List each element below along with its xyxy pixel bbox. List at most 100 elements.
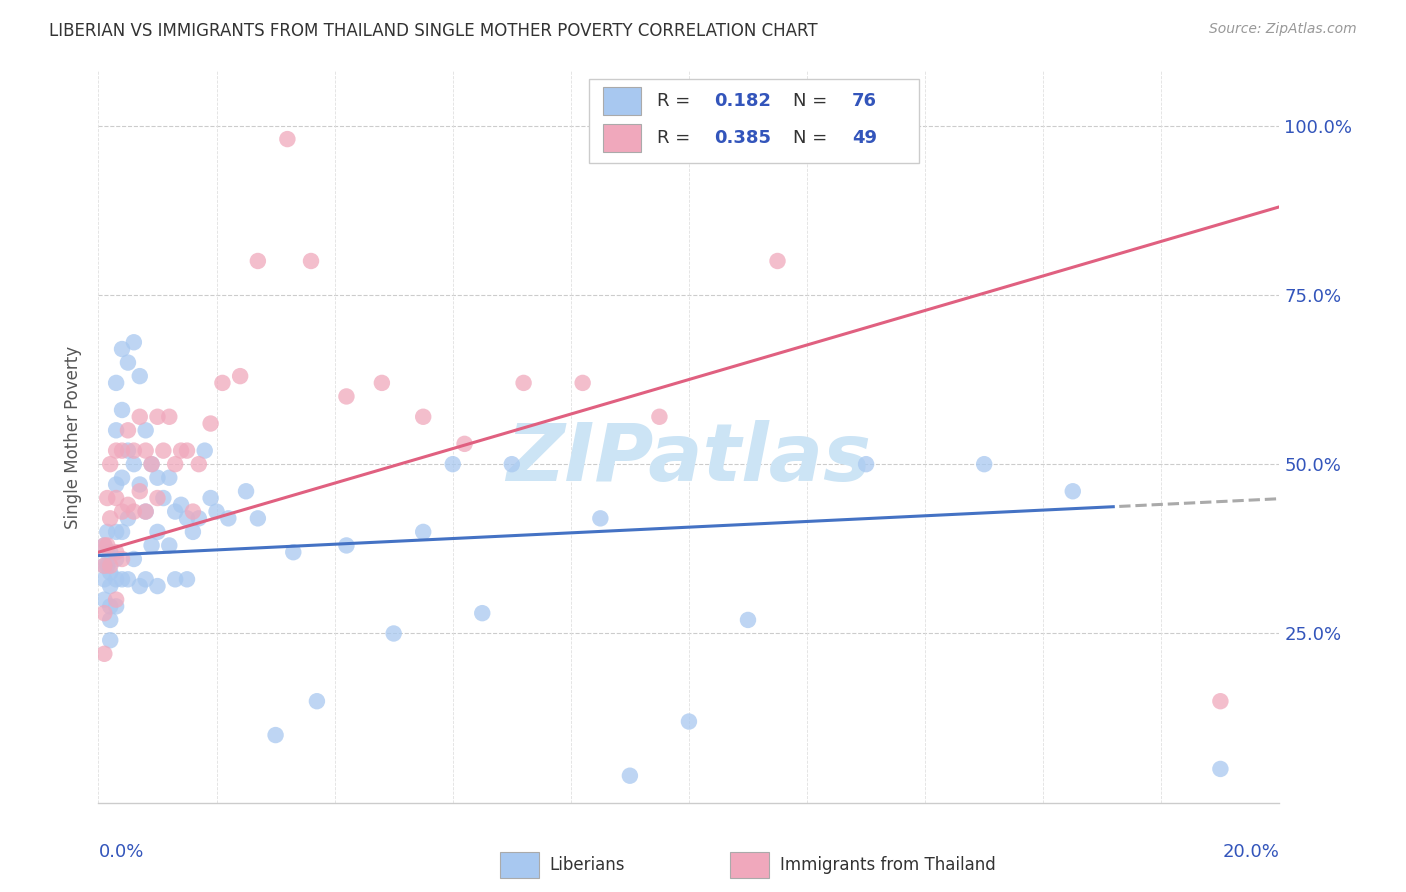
Point bbox=[211, 376, 233, 390]
Text: Liberians: Liberians bbox=[550, 856, 626, 874]
Point bbox=[194, 443, 217, 458]
Point bbox=[117, 498, 139, 512]
Point bbox=[412, 524, 434, 539]
Point bbox=[170, 498, 193, 512]
Point bbox=[276, 132, 298, 146]
Point bbox=[246, 511, 269, 525]
Point bbox=[111, 572, 134, 586]
Point bbox=[157, 538, 180, 552]
Point bbox=[93, 538, 115, 552]
Point bbox=[501, 457, 523, 471]
Point bbox=[855, 457, 877, 471]
Point bbox=[122, 443, 145, 458]
Point bbox=[111, 524, 134, 539]
Point bbox=[93, 558, 115, 573]
Point bbox=[200, 491, 222, 505]
Point bbox=[105, 572, 128, 586]
Point bbox=[176, 572, 198, 586]
Point bbox=[96, 491, 118, 505]
Point bbox=[141, 457, 163, 471]
Text: R =: R = bbox=[657, 129, 696, 147]
Point bbox=[187, 511, 209, 525]
Point bbox=[98, 545, 121, 559]
Point bbox=[335, 389, 357, 403]
Point bbox=[98, 511, 121, 525]
Point bbox=[157, 471, 180, 485]
Point bbox=[200, 417, 222, 431]
Point bbox=[141, 457, 163, 471]
Point bbox=[619, 769, 641, 783]
Point bbox=[111, 505, 134, 519]
Point bbox=[93, 572, 115, 586]
Point bbox=[335, 538, 357, 552]
Text: ZIPatlas: ZIPatlas bbox=[506, 420, 872, 498]
Point bbox=[135, 572, 157, 586]
Point bbox=[973, 457, 995, 471]
Point bbox=[105, 477, 128, 491]
Point bbox=[105, 423, 128, 437]
Point bbox=[589, 511, 612, 525]
Point bbox=[299, 254, 322, 268]
Point bbox=[105, 592, 128, 607]
Text: Immigrants from Thailand: Immigrants from Thailand bbox=[780, 856, 995, 874]
Point bbox=[98, 633, 121, 648]
Text: N =: N = bbox=[793, 129, 832, 147]
FancyBboxPatch shape bbox=[603, 87, 641, 115]
Point bbox=[122, 505, 145, 519]
Point bbox=[246, 254, 269, 268]
Text: N =: N = bbox=[793, 93, 832, 111]
Point bbox=[135, 505, 157, 519]
Point bbox=[146, 491, 169, 505]
Point bbox=[229, 369, 252, 384]
Text: 20.0%: 20.0% bbox=[1223, 843, 1279, 861]
Point bbox=[648, 409, 671, 424]
Point bbox=[412, 409, 434, 424]
Point bbox=[117, 443, 139, 458]
Point bbox=[96, 538, 118, 552]
Text: 49: 49 bbox=[852, 129, 877, 147]
Point bbox=[117, 423, 139, 437]
Text: 0.182: 0.182 bbox=[714, 93, 770, 111]
Point bbox=[105, 545, 128, 559]
Point bbox=[141, 538, 163, 552]
Point bbox=[205, 505, 228, 519]
Point bbox=[96, 524, 118, 539]
Point bbox=[181, 505, 204, 519]
FancyBboxPatch shape bbox=[603, 124, 641, 152]
Point bbox=[111, 552, 134, 566]
Point bbox=[165, 457, 187, 471]
Point bbox=[128, 369, 150, 384]
Point bbox=[128, 579, 150, 593]
FancyBboxPatch shape bbox=[589, 78, 920, 163]
Y-axis label: Single Mother Poverty: Single Mother Poverty bbox=[65, 345, 83, 529]
Point bbox=[122, 457, 145, 471]
Point bbox=[105, 376, 128, 390]
Point bbox=[176, 443, 198, 458]
Point bbox=[471, 606, 494, 620]
Point bbox=[122, 335, 145, 350]
Point bbox=[128, 409, 150, 424]
Point bbox=[93, 647, 115, 661]
Point bbox=[96, 558, 118, 573]
Point bbox=[571, 376, 593, 390]
Point bbox=[187, 457, 209, 471]
Point bbox=[93, 538, 115, 552]
Point bbox=[165, 572, 187, 586]
Point bbox=[146, 471, 169, 485]
Point bbox=[98, 613, 121, 627]
Point bbox=[135, 443, 157, 458]
Point bbox=[135, 505, 157, 519]
Point bbox=[96, 545, 118, 559]
Point bbox=[98, 566, 121, 580]
Point bbox=[117, 572, 139, 586]
Point bbox=[678, 714, 700, 729]
Point bbox=[152, 443, 174, 458]
Point bbox=[98, 599, 121, 614]
Point bbox=[152, 491, 174, 505]
Point bbox=[157, 409, 180, 424]
Point bbox=[176, 511, 198, 525]
Point bbox=[441, 457, 464, 471]
Point bbox=[146, 409, 169, 424]
Point bbox=[93, 592, 115, 607]
Point bbox=[105, 599, 128, 614]
